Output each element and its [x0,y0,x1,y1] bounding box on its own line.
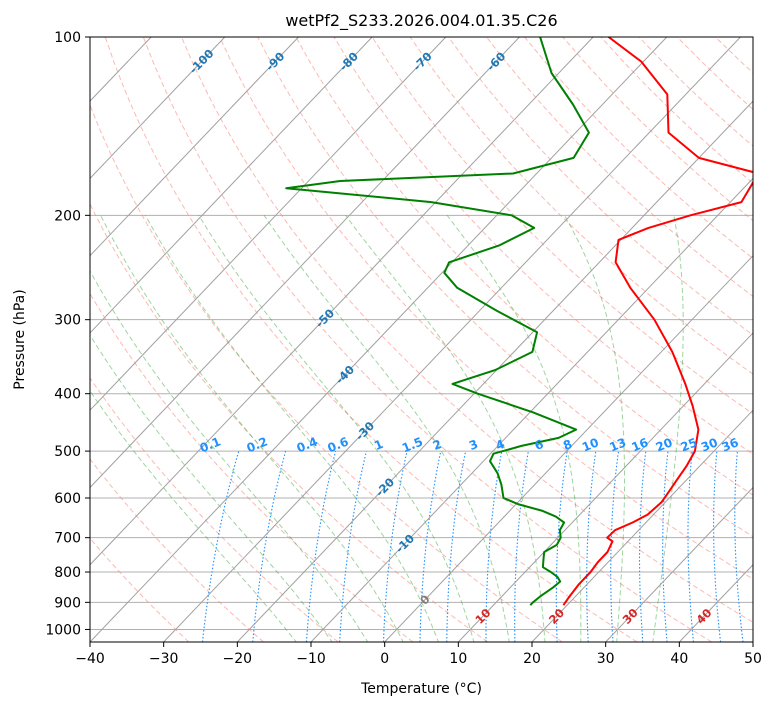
y-tick-label: 400 [54,387,81,403]
x-tick-label: −40 [75,651,105,667]
y-tick-label: 700 [54,531,81,547]
x-tick-label: −10 [296,651,326,667]
y-tick-label: 1000 [45,622,81,638]
y-tick-label: 600 [54,491,81,507]
y-tick-label: 800 [54,565,81,581]
x-tick-label: 20 [523,651,541,667]
x-tick-label: 0 [380,651,389,667]
x-tick-label: 40 [670,651,688,667]
y-tick-label: 900 [54,595,81,611]
x-tick-label: −20 [223,651,253,667]
x-tick-label: 30 [597,651,615,667]
x-tick-label: 50 [744,651,762,667]
y-tick-label: 500 [54,444,81,460]
x-axis-label: Temperature (°C) [360,681,482,697]
y-tick-label: 300 [54,313,81,329]
x-tick-label: −30 [149,651,179,667]
x-tick-label: 10 [449,651,467,667]
y-tick-label: 200 [54,208,81,224]
chart-title: wetPf2_S233.2026.004.01.35.C26 [285,11,557,31]
y-axis-label: Pressure (hPa) [12,289,28,389]
y-tick-label: 100 [54,30,81,46]
